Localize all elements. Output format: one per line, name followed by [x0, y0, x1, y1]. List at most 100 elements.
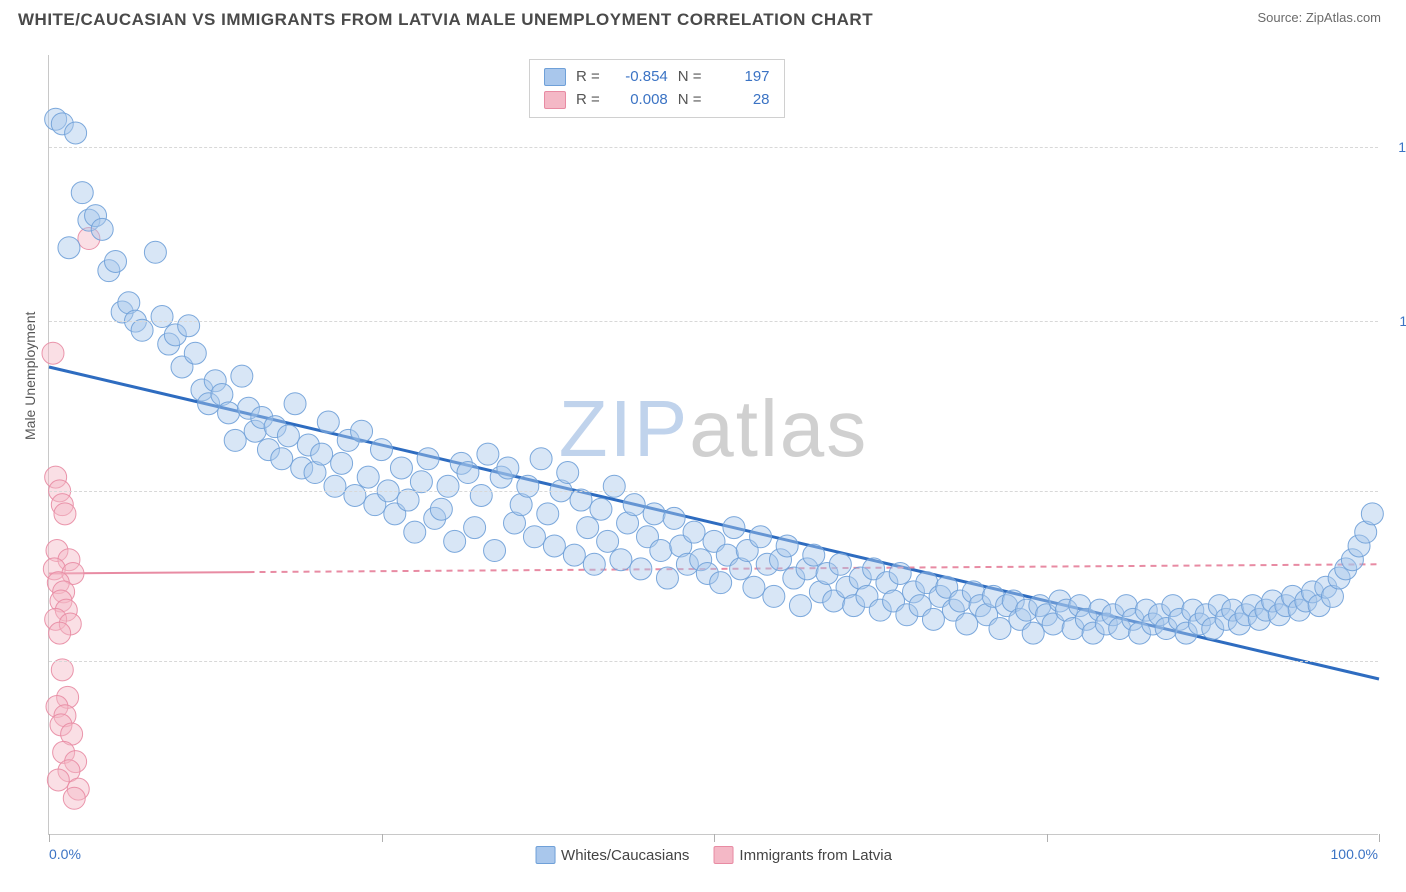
legend-r-label: R = [576, 66, 600, 89]
legend-r-label: R = [576, 89, 600, 112]
stats-legend-row-latvia: R = 0.008 N = 28 [544, 89, 770, 112]
data-point-whites [577, 517, 599, 539]
data-point-whites [590, 498, 612, 520]
data-point-whites [603, 475, 625, 497]
data-point-whites [922, 608, 944, 630]
data-point-whites [344, 484, 366, 506]
data-point-latvia [49, 622, 71, 644]
chart-plot-area: ZIPatlas R = -0.854 N = 197 R = 0.008 N … [48, 55, 1378, 835]
x-axis-label-max: 100.0% [1331, 846, 1378, 862]
data-point-whites [311, 443, 333, 465]
data-point-whites [331, 452, 353, 474]
data-point-whites [271, 448, 293, 470]
series-legend: Whites/Caucasians Immigrants from Latvia [535, 846, 892, 864]
data-point-whites [91, 218, 113, 240]
y-axis-title: Male Unemployment [22, 312, 38, 440]
data-point-whites [710, 572, 732, 594]
data-point-whites [1022, 622, 1044, 644]
series-swatch-whites [535, 846, 555, 864]
data-point-whites [224, 429, 246, 451]
data-point-whites [543, 535, 565, 557]
data-point-whites [284, 393, 306, 415]
data-point-whites [151, 306, 173, 328]
data-point-whites [523, 526, 545, 548]
data-point-whites [144, 241, 166, 263]
data-point-whites [410, 471, 432, 493]
data-point-whites [477, 443, 499, 465]
data-point-whites [583, 553, 605, 575]
data-point-whites [623, 494, 645, 516]
data-point-whites [789, 595, 811, 617]
grid-line [49, 491, 1378, 492]
data-point-whites [570, 489, 592, 511]
data-point-whites [437, 475, 459, 497]
series-legend-item-latvia: Immigrants from Latvia [713, 846, 892, 864]
x-tick [49, 834, 50, 842]
data-point-whites [231, 365, 253, 387]
data-point-whites [357, 466, 379, 488]
data-point-whites [184, 342, 206, 364]
data-point-whites [803, 544, 825, 566]
x-tick [382, 834, 383, 842]
legend-swatch-whites [544, 68, 566, 86]
y-tick-label: 11.2% [1399, 313, 1406, 329]
data-point-whites [776, 535, 798, 557]
data-point-whites [683, 521, 705, 543]
legend-n-value-latvia: 28 [712, 89, 770, 112]
x-tick [1379, 834, 1380, 842]
data-point-whites [563, 544, 585, 566]
data-point-whites [277, 425, 299, 447]
x-axis-label-min: 0.0% [49, 846, 81, 862]
data-point-whites [324, 475, 346, 497]
series-legend-item-whites: Whites/Caucasians [535, 846, 689, 864]
y-tick-label: 15.0% [1398, 139, 1406, 155]
data-point-whites [417, 448, 439, 470]
data-point-whites [317, 411, 339, 433]
data-point-whites [663, 507, 685, 529]
legend-n-value-whites: 197 [712, 66, 770, 89]
stats-legend-row-whites: R = -0.854 N = 197 [544, 66, 770, 89]
data-point-whites [889, 562, 911, 584]
chart-title: WHITE/CAUCASIAN VS IMMIGRANTS FROM LATVI… [18, 10, 873, 30]
legend-n-label: N = [678, 89, 702, 112]
data-point-whites [464, 517, 486, 539]
data-point-whites [65, 122, 87, 144]
series-swatch-latvia [713, 846, 733, 864]
data-point-whites [470, 484, 492, 506]
data-point-whites [105, 250, 127, 272]
data-point-whites [829, 553, 851, 575]
data-point-whites [537, 503, 559, 525]
x-tick [714, 834, 715, 842]
x-tick [1047, 834, 1048, 842]
series-label-whites: Whites/Caucasians [561, 847, 689, 864]
data-point-whites [743, 576, 765, 598]
scatter-svg [49, 55, 1378, 834]
legend-swatch-latvia [544, 91, 566, 109]
data-point-whites [597, 530, 619, 552]
data-point-whites [1361, 503, 1383, 525]
data-point-whites [390, 457, 412, 479]
data-point-whites [650, 540, 672, 562]
data-point-whites [497, 457, 519, 479]
data-point-latvia [51, 659, 73, 681]
grid-line [49, 147, 1378, 148]
data-point-whites [351, 420, 373, 442]
legend-r-value-latvia: 0.008 [610, 89, 668, 112]
grid-line [49, 321, 1378, 322]
data-point-whites [178, 315, 200, 337]
data-point-whites [131, 319, 153, 341]
data-point-latvia [63, 787, 85, 809]
data-point-latvia [54, 503, 76, 525]
stats-legend: R = -0.854 N = 197 R = 0.008 N = 28 [529, 59, 785, 118]
legend-r-value-whites: -0.854 [610, 66, 668, 89]
data-point-latvia [47, 769, 69, 791]
data-point-whites [643, 503, 665, 525]
data-point-whites [630, 558, 652, 580]
data-point-whites [430, 498, 452, 520]
data-point-whites [656, 567, 678, 589]
data-point-whites [484, 540, 506, 562]
data-point-whites [404, 521, 426, 543]
grid-line [49, 661, 1378, 662]
legend-n-label: N = [678, 66, 702, 89]
data-point-whites [397, 489, 419, 511]
